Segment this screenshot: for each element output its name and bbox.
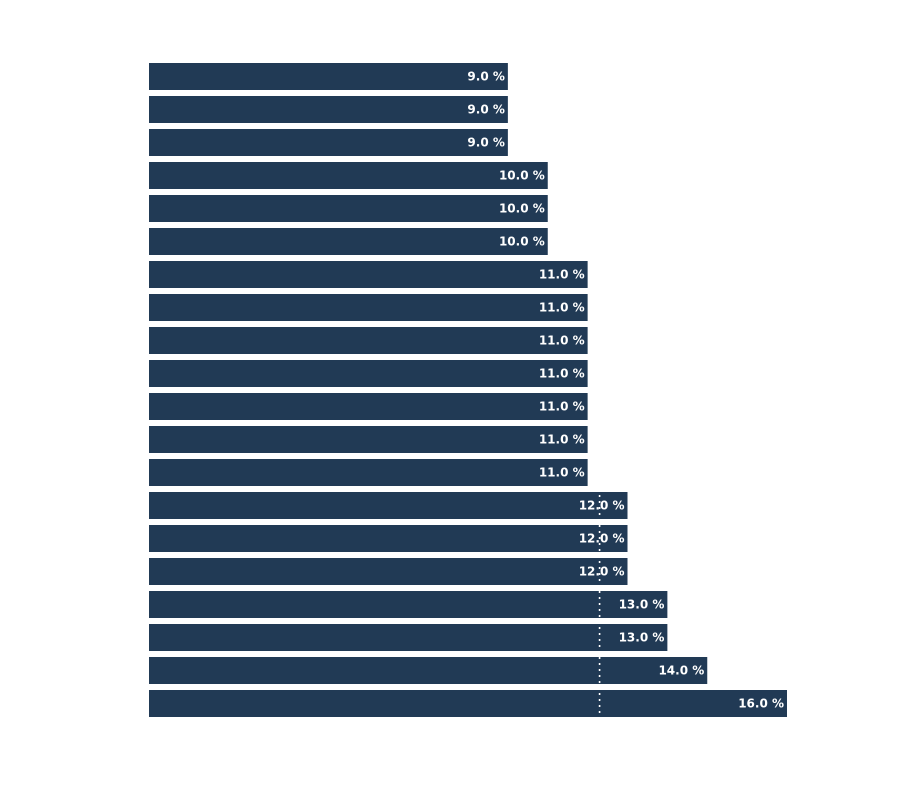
bar-3 xyxy=(149,129,508,156)
bars-group xyxy=(149,63,787,717)
bar-value-label-9: 11.0 % xyxy=(539,334,585,348)
bar-6 xyxy=(149,228,548,255)
bar-value-label-13: 11.0 % xyxy=(539,466,585,480)
bar-value-label-5: 10.0 % xyxy=(499,202,545,216)
bar-11 xyxy=(149,393,588,420)
bar-13 xyxy=(149,459,588,486)
bar-10 xyxy=(149,360,588,387)
bar-15 xyxy=(149,525,628,552)
bar-4 xyxy=(149,162,548,189)
bar-value-label-18: 13.0 % xyxy=(619,631,665,645)
bar-9 xyxy=(149,327,588,354)
bar-value-label-16: 12.0 % xyxy=(579,565,625,579)
bar-value-label-8: 11.0 % xyxy=(539,301,585,315)
labels-group: 9.0 % 9.0 % 9.0 % 10.0 % 10.0 % 10.0 % 11.0 % 1… xyxy=(467,70,784,711)
bar-value-label-20: 16.0 % xyxy=(738,697,784,711)
bar-18 xyxy=(149,624,668,651)
bar-12 xyxy=(149,426,588,453)
bar-value-label-1: 9.0 % xyxy=(467,70,504,84)
bar-20 xyxy=(149,690,787,717)
bar-17 xyxy=(149,591,668,618)
bar-5 xyxy=(149,195,548,222)
bar-value-label-2: 9.0 % xyxy=(467,103,504,117)
bar-19 xyxy=(149,657,708,684)
bar-1 xyxy=(149,63,508,90)
bar-14 xyxy=(149,492,628,519)
bar-value-label-17: 13.0 % xyxy=(619,598,665,612)
bar-16 xyxy=(149,558,628,585)
bar-value-label-10: 11.0 % xyxy=(539,367,585,381)
bar-value-label-7: 11.0 % xyxy=(539,268,585,282)
bar-value-label-3: 9.0 % xyxy=(467,136,504,150)
bar-value-label-6: 10.0 % xyxy=(499,235,545,249)
bar-value-label-14: 12.0 % xyxy=(579,499,625,513)
bar-value-label-11: 11.0 % xyxy=(539,400,585,414)
bar-7 xyxy=(149,261,588,288)
bar-value-label-4: 10.0 % xyxy=(499,169,545,183)
bar-value-label-19: 14.0 % xyxy=(658,664,704,678)
bar-value-label-12: 11.0 % xyxy=(539,433,585,447)
bar-8 xyxy=(149,294,588,321)
bar-2 xyxy=(149,96,508,123)
bar-value-label-15: 12.0 % xyxy=(579,532,625,546)
